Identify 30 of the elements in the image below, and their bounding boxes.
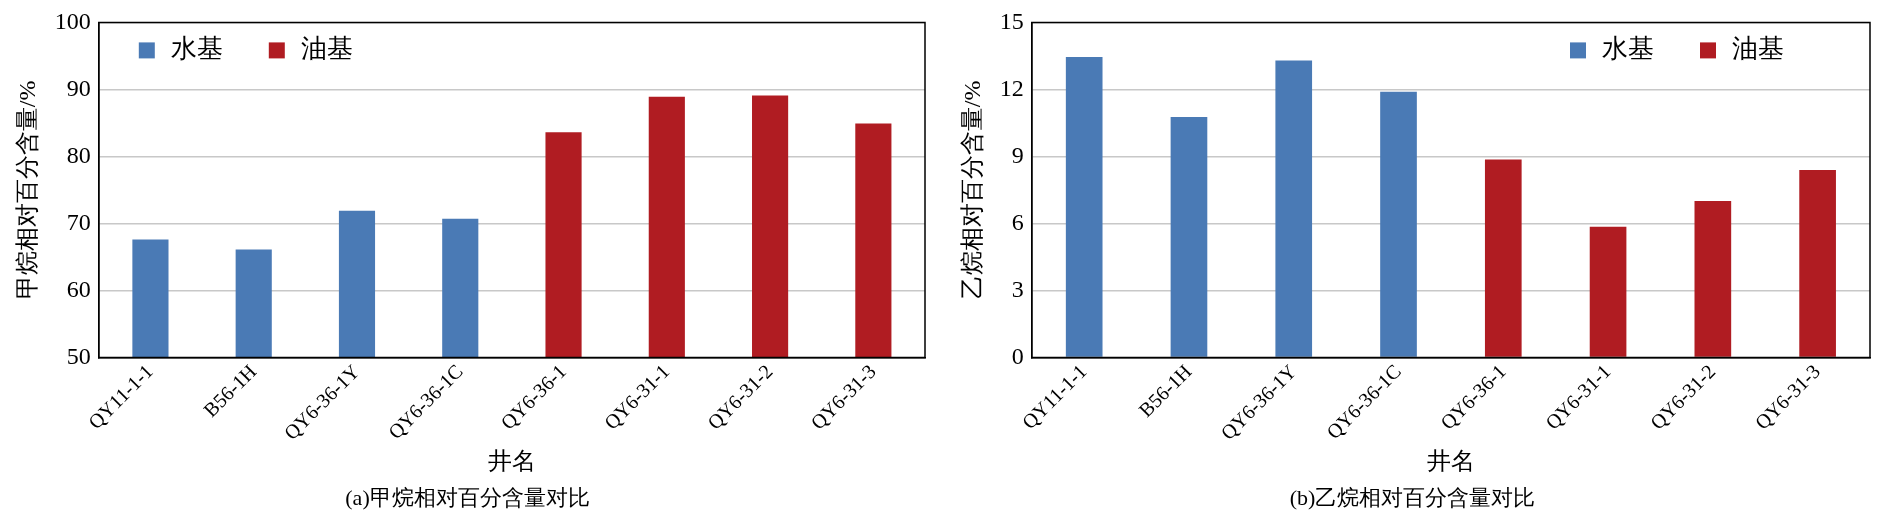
bar — [1799, 170, 1836, 357]
y-tick-label: 12 — [999, 74, 1024, 101]
y-tick-label: 50 — [66, 342, 91, 369]
bar — [1380, 91, 1417, 357]
text: (b)乙烷相对百分含量对比 — [1289, 484, 1536, 510]
y-axis-title: 甲烷相对百分含量/% — [13, 80, 40, 300]
y-tick-label: 0 — [1011, 342, 1024, 369]
legend-label: 水基 — [1602, 34, 1654, 64]
bar — [1694, 201, 1732, 357]
legend-label: 油基 — [1732, 34, 1784, 64]
y-tick-label: 60 — [66, 275, 91, 302]
y-tick-label: 6 — [1011, 208, 1024, 235]
y-tick-label: 9 — [1011, 141, 1024, 168]
y-tick-label: 3 — [1011, 275, 1024, 302]
text: (a)甲烷相对百分含量对比 — [345, 484, 590, 510]
y-tick-label: 70 — [66, 208, 91, 235]
y-tick-label: 80 — [66, 141, 91, 168]
bar — [1484, 159, 1522, 357]
y-axis-title: 乙烷相对百分含量/% — [958, 80, 985, 300]
bar — [1170, 117, 1208, 357]
x-axis-title: 井名 — [1426, 448, 1475, 475]
x-axis-title: 井名 — [487, 448, 536, 475]
bar — [1589, 226, 1627, 357]
bar — [1065, 57, 1103, 357]
y-tick-label: 90 — [66, 74, 91, 101]
legend-label: 油基 — [300, 34, 353, 64]
legend-label: 水基 — [170, 34, 223, 64]
bar — [1275, 60, 1313, 357]
y-tick-label: 15 — [999, 7, 1024, 34]
y-tick-label: 100 — [54, 7, 91, 34]
